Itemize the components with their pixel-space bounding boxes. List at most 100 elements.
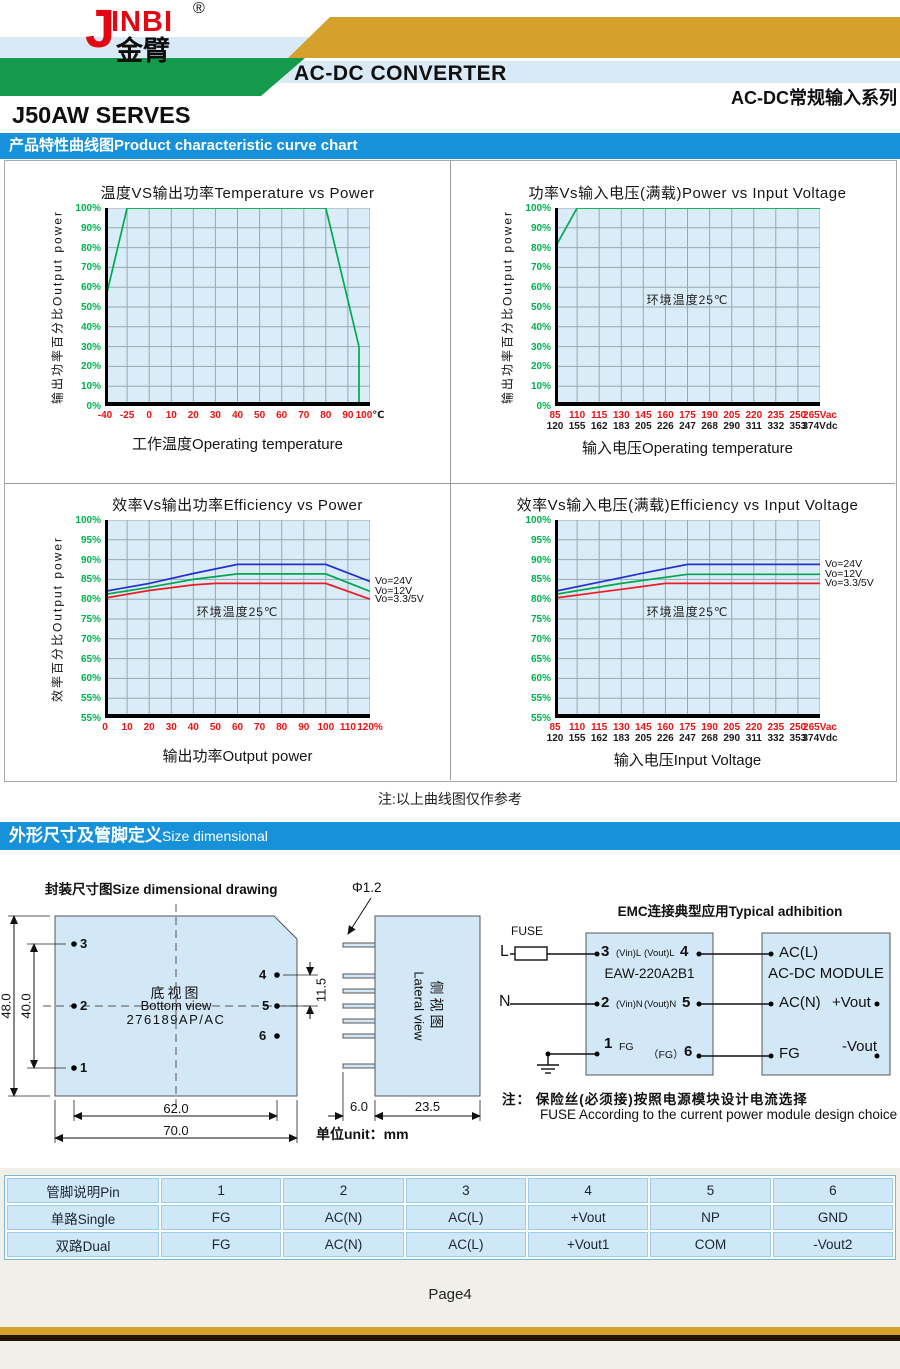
bottom-view-label-en: Bottom view xyxy=(140,998,212,1013)
filter-vin-l-label: (Vin)L xyxy=(616,948,642,959)
product-type-title: AC-DC CONVERTER xyxy=(294,62,507,85)
emc-title: EMC连接典型应用Typical adhibition xyxy=(617,904,843,919)
filter-fg-label: FG xyxy=(619,1041,634,1053)
fuse-label: FUSE xyxy=(511,924,544,938)
y-tick-label: 90% xyxy=(80,222,101,234)
logo-chinese-name: 金臂 xyxy=(116,36,170,66)
x-tick-label: 205 xyxy=(723,410,741,421)
y-tick-label: 75% xyxy=(530,614,551,625)
x-tick-label: 353 xyxy=(789,733,807,744)
y-tick-label: 65% xyxy=(80,653,101,665)
y-tick-label: 60% xyxy=(80,673,101,685)
y-tick-label: 80% xyxy=(80,594,101,606)
pin-table-row: 单路Single FG AC(N) AC(L) +Vout NP GND xyxy=(7,1205,893,1230)
x-tick-label: 120% xyxy=(357,722,383,733)
y-tick-label: 100% xyxy=(75,203,101,214)
chart-vertical-divider xyxy=(450,161,451,780)
x-tick-label: 50 xyxy=(209,722,221,733)
y-tick-label: 100% xyxy=(525,203,551,214)
y-tick-label: 40% xyxy=(80,321,101,333)
ground-symbol xyxy=(537,1054,559,1074)
pin-table-row: 双路Dual FG AC(N) AC(L) +Vout1 COM -Vout2 xyxy=(7,1232,893,1257)
x-tick-label: 220 xyxy=(745,410,763,421)
pin-table-cell: AC(L) xyxy=(405,1232,526,1257)
pin-2-label: 2 xyxy=(80,998,88,1013)
pin-table-header-cell: 管脚说明Pin xyxy=(7,1178,159,1203)
x-tick-label: 311 xyxy=(745,733,762,744)
x-tick-label: 374Vdc xyxy=(802,733,838,744)
y-tick-label: 55% xyxy=(80,713,101,724)
x-tick-label: 30 xyxy=(165,722,177,733)
y-tick-label: 65% xyxy=(530,653,551,665)
chart-annotation: 环境温度25℃ xyxy=(196,605,279,619)
chart-title: 功率Vs输入电压(满载)Power vs Input Voltage xyxy=(528,185,847,202)
pin-4-label: 4 xyxy=(259,967,267,982)
x-tick-label: 290 xyxy=(723,733,741,744)
y-tick-label: 20% xyxy=(80,361,101,373)
x-tick-label: 110 xyxy=(339,722,356,733)
emc-circuit-diagram xyxy=(510,932,891,1076)
x-tick-label: 268 xyxy=(701,421,718,432)
dim-pin-span-62: 62.0 xyxy=(163,1101,189,1116)
plot-area xyxy=(555,520,820,718)
dim-pin-height-40: 40.0 xyxy=(18,993,34,1019)
pin-table-cell: -Vout2 xyxy=(772,1232,893,1257)
y-tick-label: 100% xyxy=(525,515,551,526)
pin-table-cell: AC(L) xyxy=(405,1205,526,1230)
y-tick-label: 55% xyxy=(530,693,551,705)
x-tick-label: -40 xyxy=(97,410,113,421)
module-title-label: AC-DC MODULE xyxy=(768,965,884,982)
chart-power-vs-input-voltage: 功率Vs输入电压(满载)Power vs Input Voltage 100% 90… xyxy=(501,185,846,457)
y-axis-title: 输出功率百分比Output power xyxy=(50,209,65,405)
lightblue-band-right xyxy=(265,61,900,83)
x-tick-label: -25 xyxy=(119,410,135,421)
x-tick-label: 226 xyxy=(657,421,674,432)
pin-3-label: 3 xyxy=(80,936,88,951)
x-tick-label: 85 xyxy=(549,410,561,421)
dim-pin-length-6: 6.0 xyxy=(349,1099,369,1114)
y-tick-label: 60% xyxy=(80,282,101,294)
lateral-view-label-cn: 侧视图 xyxy=(428,980,445,1032)
lateral-view-label-en: Lateral view xyxy=(411,971,427,1041)
legend-label: Vo=24V xyxy=(825,558,863,571)
x-axis-title: 输入电压Input Voltage xyxy=(613,752,762,769)
module-vout-minus-label: -Vout xyxy=(842,1038,878,1055)
fuse-note-en: FUSE According to the current power modu… xyxy=(540,1107,898,1122)
x-tick-label: 85 xyxy=(549,722,561,733)
y-tick-label: 10% xyxy=(530,381,551,393)
y-tick-label: 85% xyxy=(530,574,551,586)
legend-label: Vo=3.3/5V xyxy=(375,593,424,606)
pin-table-header-cell: 5 xyxy=(650,1178,771,1203)
x-tick-label: 265Vac xyxy=(803,410,837,421)
x-tick-label: 190 xyxy=(701,410,718,421)
legend-label: Vo=3.3/5V xyxy=(825,577,874,590)
banner-curve-chart-label: 产品特性曲线图Product characteristic curve char… xyxy=(9,137,358,154)
y-tick-label: 100% xyxy=(75,515,101,526)
chart-title: 效率Vs输出功率Efficiency vs Power xyxy=(112,497,363,514)
y-tick-label: 40% xyxy=(530,321,551,333)
pin-table-header-row: 管脚说明Pin 1 2 3 4 5 6 xyxy=(7,1178,893,1203)
pin-definition-table: 管脚说明Pin 1 2 3 4 5 6 单路Single FG AC(N) AC(L) +Vout NP… xyxy=(4,1175,896,1260)
y-tick-label: 60% xyxy=(530,673,551,685)
x-tick-label: 183 xyxy=(612,733,630,744)
module-acl-label: AC(L) xyxy=(779,944,819,961)
pin-1-label: 1 xyxy=(80,1060,88,1075)
filter-vout-n-label: (Vout)N xyxy=(644,999,677,1010)
y-tick-label: 70% xyxy=(80,262,101,274)
x-tick-label: 175 xyxy=(679,722,696,733)
x-tick-label: 145 xyxy=(634,722,652,733)
chart-annotation: 环境温度25℃ xyxy=(646,605,729,619)
chart-efficiency-vs-input-voltage: 效率Vs输入电压(满载)Efficiency vs Input Voltage 1… xyxy=(517,497,874,769)
x-tick-label: 120 xyxy=(546,733,564,744)
pin-table-cell: 单路Single xyxy=(7,1205,159,1230)
module-fg-label: FG xyxy=(779,1045,800,1062)
x-tick-label: 205 xyxy=(634,421,652,432)
green-band xyxy=(0,58,305,96)
fuse-note-cn: 注： 保险丝(必须接)按照电源模块设计电流选择 xyxy=(502,1092,808,1107)
filter-pin6-label: 6 xyxy=(684,1043,693,1060)
x-tick-label: 247 xyxy=(679,733,696,744)
x-tick-label: 250 xyxy=(789,410,807,421)
pin-5-label: 5 xyxy=(262,998,270,1013)
x-tick-label: 0 xyxy=(102,722,108,733)
module-vout-plus-label: +Vout xyxy=(832,994,871,1011)
